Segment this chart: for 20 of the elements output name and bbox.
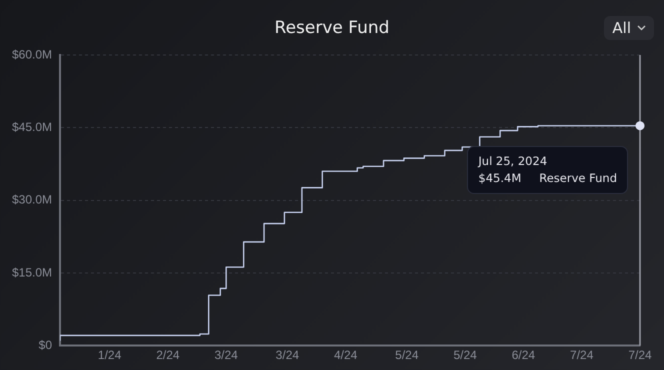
y-tick-label: $45.0M <box>12 120 52 134</box>
annotation: $45.4M <box>478 170 522 185</box>
annotation: Jul 25, 2024 <box>478 152 548 170</box>
x-tick-label: 3/24 <box>276 348 300 362</box>
x-tick-label: 7/24 <box>628 348 652 362</box>
text: All <box>612 19 631 37</box>
chart-title: Reserve Fund <box>274 18 390 38</box>
x-tick-label: 7/24 <box>570 348 594 362</box>
y-tick-label: $30.0M <box>12 192 52 207</box>
x-tick-label: 5/24 <box>453 348 478 362</box>
x-tick-label: 1/24 <box>98 348 122 362</box>
x-tick-label: 5/24 <box>395 348 419 362</box>
x-tick-label: 2/24 <box>156 348 180 362</box>
y-tick-label: $60.0M <box>12 47 52 62</box>
x-tick-label: 6/24 <box>512 348 536 362</box>
y-tick-label: $0 <box>38 338 52 352</box>
x-tick-label: 3/24 <box>214 348 238 362</box>
y-tick-label: $15.0M <box>12 265 52 280</box>
annotation: Reserve Fund <box>539 170 617 185</box>
x-tick-label: 4/24 <box>334 348 358 362</box>
